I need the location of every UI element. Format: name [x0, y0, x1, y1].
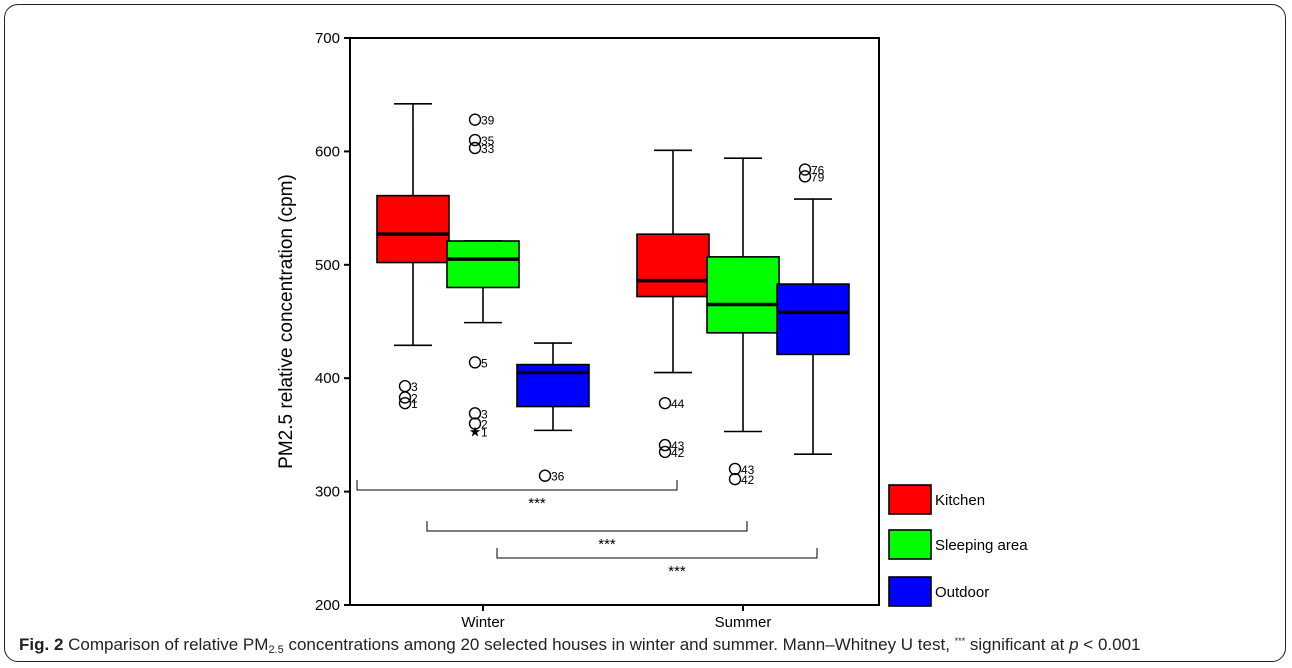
y-tick-label-200: 200 [315, 597, 340, 614]
legend-label-sleeping-area: Sleeping area [935, 537, 1028, 554]
outlier-label-winter-sleeping-area-0: 39 [481, 114, 495, 128]
significance-bracket-1 [426, 521, 748, 532]
y-tick-label-400: 400 [315, 370, 340, 387]
caption-subscript: 2.5 [268, 644, 284, 656]
box-summer-kitchen [636, 233, 710, 298]
outlier-summer-kitchen-0 [658, 396, 672, 410]
x-tick-label-winter: Winter [461, 614, 504, 631]
outlier-summer-outdoor-0 [798, 163, 812, 176]
outlier-label-winter-sleeping-area-5: 2 [481, 418, 488, 432]
caption-text-3: significant at [965, 635, 1070, 654]
legend-swatch-sleeping-area [888, 529, 932, 560]
outlier-label-winter-sleeping-area-4: 3 [481, 407, 488, 421]
figure-frame: 200 300 400 500 600 700 PM2.5 relative concent… [4, 4, 1286, 662]
outlier-label-summer-kitchen-0: 44 [671, 397, 685, 411]
outlier-label-winter-sleeping-area-3: 5 [481, 356, 488, 370]
outlier-label-summer-kitchen-2: 42 [671, 446, 685, 460]
outlier-label-winter-kitchen-0: 3 [411, 380, 418, 394]
y-tick-label-500: 500 [315, 257, 340, 274]
legend-label-kitchen: Kitchen [935, 492, 985, 509]
outlier-label-winter-kitchen-2: 1 [411, 397, 418, 411]
significance-bracket-2 [496, 548, 818, 559]
y-tick-label-300: 300 [315, 484, 340, 501]
outlier-summer-outdoor-1 [798, 170, 812, 183]
significance-bracket-0 [356, 480, 678, 491]
legend-swatch-kitchen [888, 484, 932, 515]
legend-label-outdoor: Outdoor [935, 584, 989, 601]
outlier-winter-outdoor-0 [538, 469, 552, 482]
outlier-label-summer-outdoor-0: 76 [811, 164, 825, 178]
outlier-label-winter-sleeping-area-2: 33 [481, 142, 495, 156]
outlier-label-summer-kitchen-1: 43 [671, 439, 685, 453]
y-tick-label-600: 600 [315, 143, 340, 160]
significance-label-0: *** [528, 495, 546, 512]
outlier-summer-sleeping-area-0 [728, 462, 742, 476]
caption-text-1: Comparison of relative PM [63, 635, 269, 654]
outlier-winter-kitchen-0 [398, 379, 412, 393]
outlier-winter-sleeping-area-5 [468, 417, 482, 430]
y-tick-label-700: 700 [315, 30, 340, 47]
caption-text-2: concentrations among 20 selected houses … [283, 635, 955, 654]
extreme-star-winter-sleeping-area-0: ★ [469, 423, 482, 439]
x-tick-label-summer: Summer [715, 614, 772, 631]
plot-area-frame [349, 37, 880, 606]
outlier-label-summer-sleeping-area-1: 42 [741, 473, 755, 487]
outlier-winter-sleeping-area-4 [468, 407, 482, 420]
outlier-winter-sleeping-area-1 [468, 133, 482, 147]
outlier-summer-sleeping-area-1 [728, 472, 742, 486]
box-winter-sleeping-area [446, 240, 520, 289]
significance-label-2: *** [668, 563, 686, 580]
outlier-summer-kitchen-1 [658, 438, 672, 452]
legend-swatch-outdoor [888, 576, 932, 607]
outlier-label-summer-outdoor-1: 79 [811, 170, 825, 184]
significance-label-1: *** [598, 536, 616, 553]
extreme-label-winter-sleeping-area-0: 1 [481, 425, 488, 439]
outlier-summer-kitchen-2 [658, 445, 672, 459]
caption-p-variable: p [1069, 635, 1079, 654]
box-winter-kitchen [376, 194, 450, 264]
caption-superscript: *** [954, 636, 966, 646]
box-summer-outdoor [776, 283, 850, 356]
outlier-label-winter-sleeping-area-1: 35 [481, 134, 495, 148]
outlier-winter-sleeping-area-0 [468, 113, 482, 126]
outlier-winter-sleeping-area-3 [468, 356, 482, 369]
caption-fig-label: Fig. 2 [19, 635, 64, 654]
y-axis-label: PM2.5 relative concentration (cpm) [276, 174, 297, 469]
outlier-label-winter-kitchen-1: 2 [411, 391, 418, 405]
outlier-winter-kitchen-1 [398, 391, 412, 404]
boxplot-chart: 200 300 400 500 600 700 PM2.5 relative concent… [276, 30, 1028, 631]
outlier-winter-kitchen-2 [398, 396, 412, 410]
outlier-label-summer-sleeping-area-0: 43 [741, 463, 755, 477]
outlier-winter-sleeping-area-2 [468, 141, 482, 155]
caption-text-4: < 0.001 [1078, 635, 1141, 654]
outlier-label-winter-outdoor-0: 36 [551, 470, 565, 484]
figure-caption: Fig. 2 Comparison of relative PM2.5 conc… [19, 635, 1281, 656]
box-summer-sleeping-area [706, 256, 780, 334]
